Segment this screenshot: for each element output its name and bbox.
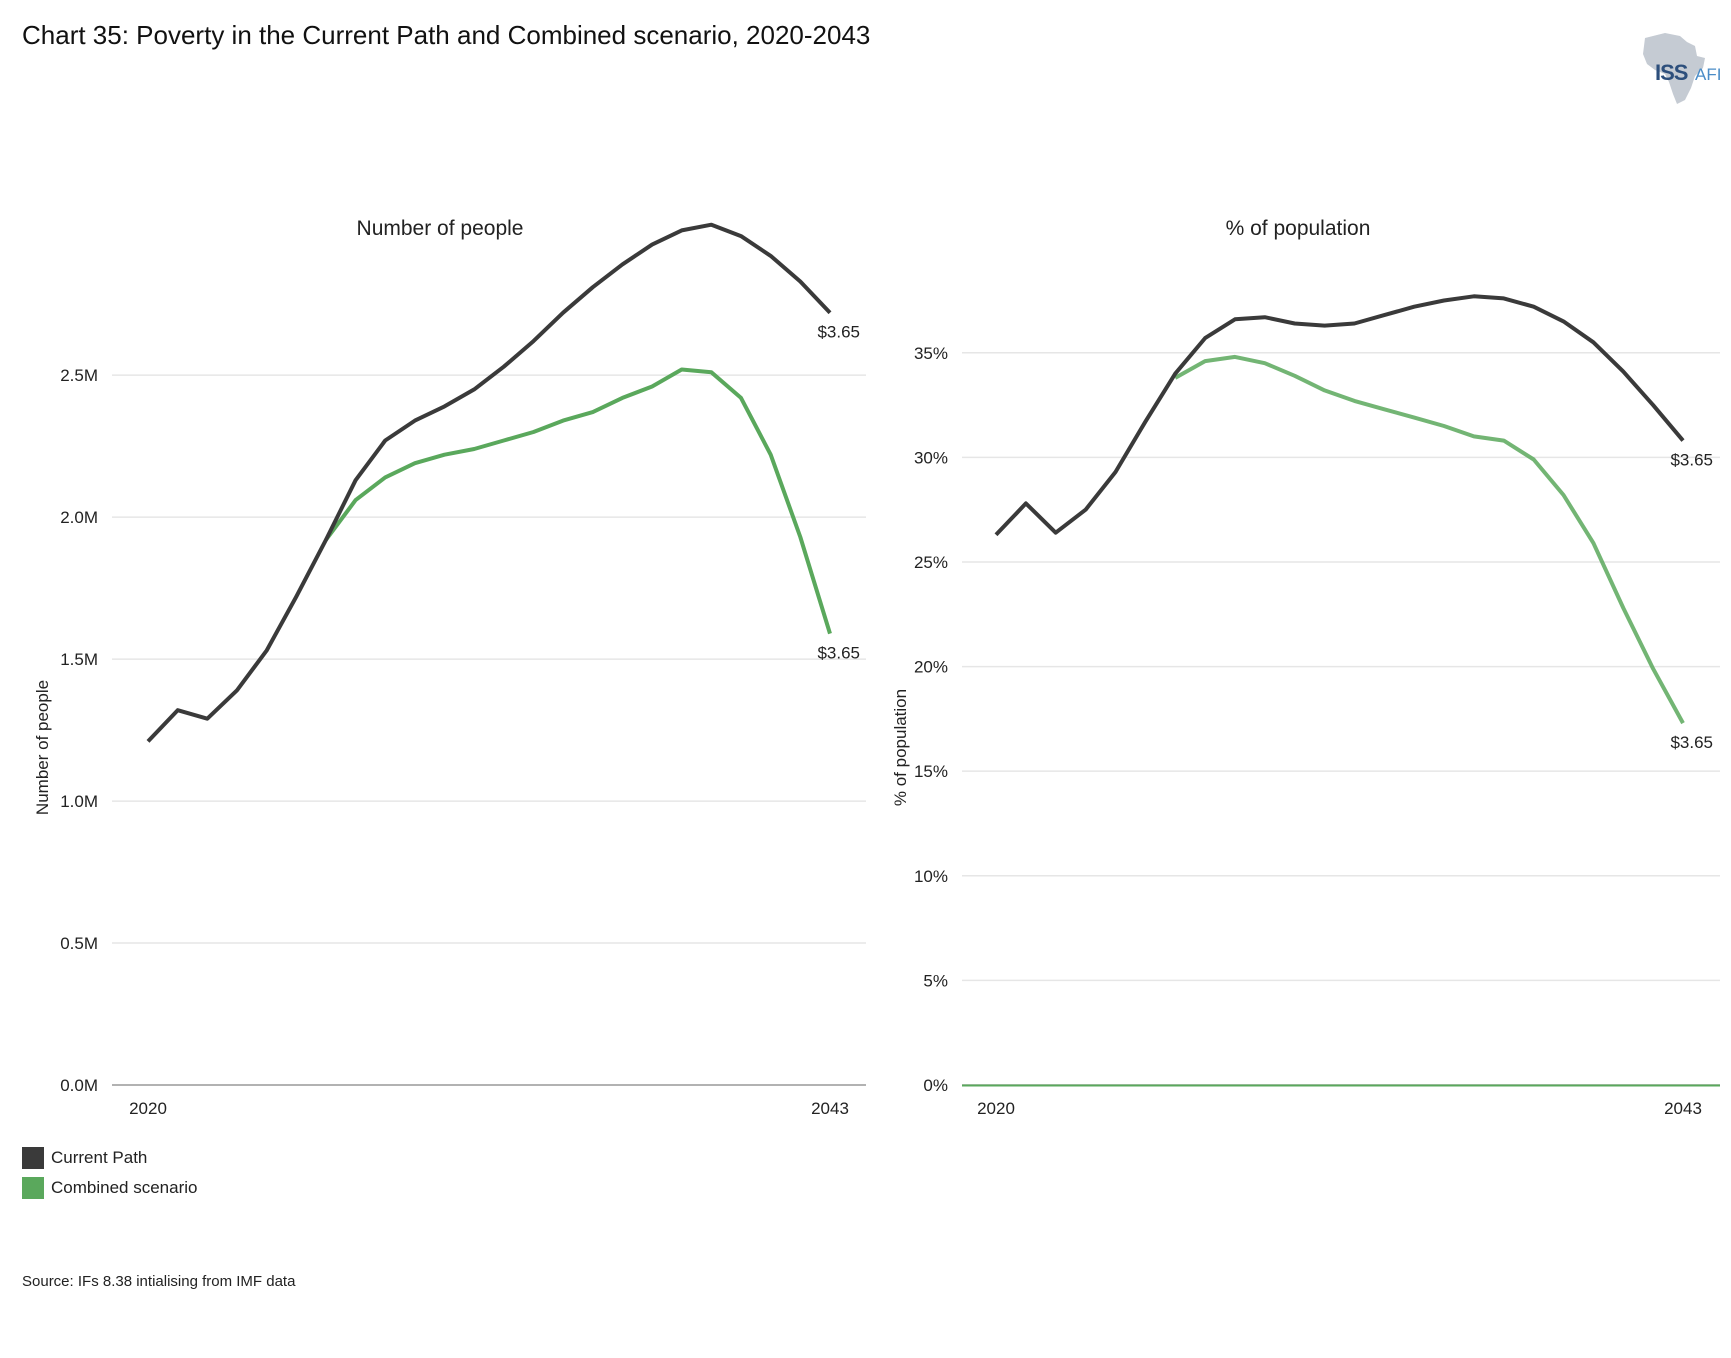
end-label: $3.65 [817, 644, 860, 663]
panel-title: Number of people [357, 217, 524, 240]
series-line-combined [1174, 354, 1685, 725]
y-tick-label: 2.0M [60, 508, 98, 527]
y-tick-label: 0.5M [60, 934, 98, 953]
y-tick-label: 35% [914, 344, 948, 363]
end-label: $3.65 [1670, 733, 1713, 752]
y-tick-label: 0.0M [60, 1076, 98, 1095]
legend-swatch-current-path [22, 1147, 44, 1169]
page-title: Chart 35: Poverty in the Current Path an… [22, 20, 871, 50]
y-tick-label: 25% [914, 553, 948, 572]
y-tick-label: 1.0M [60, 792, 98, 811]
y-axis-label: Number of people [33, 680, 52, 815]
legend-item-current-path: Current Path [22, 1143, 197, 1173]
end-label: $3.65 [1670, 451, 1713, 470]
end-label: $3.65 [817, 323, 860, 342]
source-note: Source: IFs 8.38 intialising from IMF da… [22, 1273, 296, 1290]
x-tick-label: 2043 [1664, 1099, 1702, 1118]
series-line-current-path [146, 222, 832, 743]
y-axis-label: % of population [891, 689, 910, 806]
legend-label-combined: Combined scenario [51, 1178, 198, 1197]
legend-item-combined: Combined scenario [22, 1173, 197, 1203]
y-tick-label: 5% [923, 971, 948, 990]
y-tick-label: 10% [914, 867, 948, 886]
x-tick-label: 2020 [977, 1099, 1015, 1118]
y-tick-label: 0% [923, 1076, 948, 1095]
x-tick-label: 2043 [811, 1099, 849, 1118]
y-tick-label: 1.5M [60, 650, 98, 669]
series-line-current-path [994, 294, 1685, 537]
x-tick-label: 2020 [129, 1099, 167, 1118]
y-tick-label: 20% [914, 658, 948, 677]
legend-label-current-path: Current Path [51, 1148, 148, 1167]
y-tick-label: 2.5M [60, 366, 98, 385]
series-line-combined [324, 367, 832, 635]
logo-iss: ISS [1655, 60, 1688, 85]
legend: Current Path Combined scenario [22, 1143, 197, 1203]
y-tick-label: 30% [914, 448, 948, 467]
legend-swatch-combined [22, 1177, 44, 1199]
africa-map-icon [1643, 33, 1705, 104]
y-tick-label: 15% [914, 762, 948, 781]
logo-afi: AFI [1695, 65, 1722, 84]
panel-title: % of population [1226, 217, 1371, 240]
